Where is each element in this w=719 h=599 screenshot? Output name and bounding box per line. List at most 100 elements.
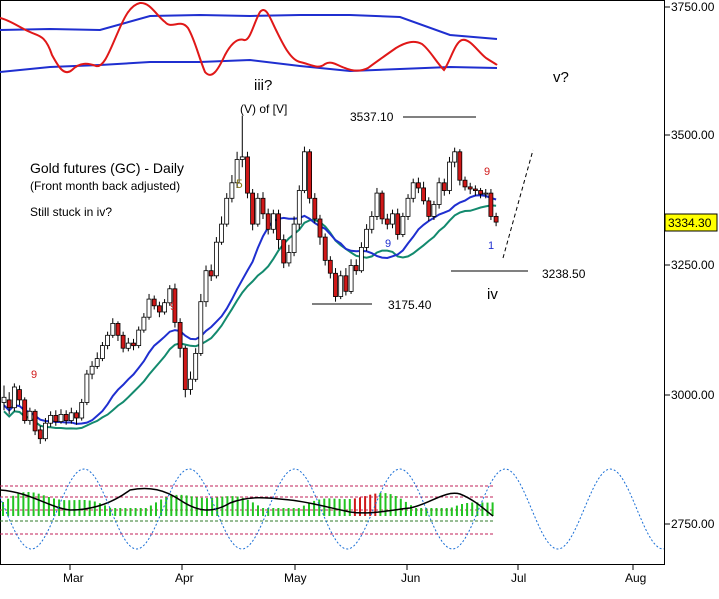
- lower-band-line: [0, 58, 498, 73]
- level-high-label: 3537.10: [350, 110, 394, 124]
- candle: [141, 313, 147, 333]
- candle: [343, 268, 349, 296]
- candle: [312, 193, 318, 224]
- candle: [74, 410, 79, 425]
- histogram-bar: [104, 505, 106, 516]
- candle: [198, 293, 204, 356]
- candle: [426, 197, 432, 222]
- candle-body: [1, 396, 7, 403]
- histogram-bar: [175, 494, 178, 516]
- candle: [151, 295, 157, 310]
- candle-body: [374, 192, 380, 217]
- last-price-label: 3334.30: [668, 216, 712, 230]
- histogram-bar: [200, 497, 203, 516]
- candle: [100, 342, 105, 362]
- candle-body: [276, 213, 281, 241]
- histogram-bar: [435, 508, 438, 516]
- candle: [291, 216, 297, 257]
- candle-body: [213, 241, 219, 277]
- candle-body: [94, 358, 100, 367]
- candle-body: [188, 378, 193, 390]
- chart-title: Gold futures (GC) - Daily: [30, 160, 184, 176]
- candle: [472, 185, 478, 196]
- histogram-bar: [471, 502, 474, 516]
- candle: [281, 234, 287, 269]
- candle-body: [322, 236, 328, 261]
- candle-body: [291, 223, 297, 253]
- histogram-bar: [476, 502, 479, 516]
- candle: [410, 178, 416, 203]
- candle-body: [219, 223, 225, 243]
- candle: [32, 409, 38, 436]
- histogram-bar: [267, 508, 270, 516]
- histogram-bar: [37, 493, 40, 516]
- candle: [374, 187, 380, 221]
- histogram-bar: [313, 500, 316, 516]
- count-9-label: 9: [170, 301, 176, 313]
- candle-body: [115, 322, 121, 336]
- candle-body: [6, 399, 12, 409]
- histogram-bar: [455, 505, 458, 516]
- candle: [467, 182, 473, 195]
- histogram-bar: [63, 500, 66, 516]
- candle-body: [136, 329, 142, 347]
- candle: [390, 209, 395, 229]
- histogram-bar: [211, 497, 214, 516]
- histogram-bar: [384, 493, 387, 516]
- candle: [84, 369, 90, 406]
- y-tick-label: 3000.00: [671, 388, 715, 402]
- histogram-bar: [73, 500, 76, 516]
- histogram-bar: [257, 505, 259, 516]
- candle-body: [457, 151, 463, 181]
- histogram-bar: [7, 498, 10, 516]
- candle-body: [68, 412, 74, 421]
- candle: [421, 181, 427, 205]
- candle-body: [110, 322, 116, 336]
- candle-body: [151, 298, 157, 307]
- candle-body: [343, 275, 349, 292]
- candle: [270, 209, 276, 234]
- candle: [400, 212, 406, 238]
- y-tick: 2750.00: [664, 517, 715, 531]
- histogram-bar: [359, 497, 361, 516]
- x-tick-label: Mar: [63, 571, 84, 585]
- candle-body: [379, 192, 385, 220]
- wave-v-label: v?: [553, 69, 569, 86]
- histogram-bar: [251, 502, 254, 516]
- candle-body: [415, 182, 421, 189]
- candle: [296, 185, 302, 230]
- y-tick-label: 3250.00: [671, 258, 715, 272]
- histogram-bar: [206, 498, 208, 516]
- candle-body: [89, 365, 95, 375]
- histogram-bar: [124, 508, 127, 516]
- x-axis: Mar Apr May Jun Jul Aug: [63, 565, 646, 585]
- candle-body: [333, 272, 338, 297]
- histogram-bar: [364, 496, 367, 516]
- count-9-label: 9: [385, 238, 391, 250]
- candle: [322, 233, 328, 266]
- histogram-bar: [236, 496, 239, 516]
- candle: [105, 331, 110, 350]
- candle: [58, 409, 64, 424]
- y-tick: 3000.00: [664, 388, 715, 402]
- candle-body: [265, 213, 271, 230]
- candle-body: [327, 259, 333, 274]
- histogram-bar: [180, 494, 183, 516]
- candle-body: [493, 215, 499, 223]
- candle-body: [203, 270, 209, 303]
- level-low1-label: 3175.40: [388, 298, 432, 312]
- histogram-bar: [185, 495, 188, 516]
- histogram-bar: [491, 502, 494, 516]
- histogram-bar: [12, 495, 15, 516]
- candle-body: [270, 213, 276, 230]
- candle-body: [488, 192, 494, 217]
- candle-body: [260, 197, 266, 215]
- count-5-label: 5: [236, 177, 243, 191]
- level-low2-label: 3238.50: [542, 267, 586, 281]
- candle-body: [11, 386, 17, 409]
- candle-body: [307, 151, 313, 199]
- count-9-label: 9: [484, 166, 490, 178]
- histogram-bar: [297, 508, 300, 516]
- candle-body: [32, 410, 38, 432]
- candle: [89, 361, 95, 380]
